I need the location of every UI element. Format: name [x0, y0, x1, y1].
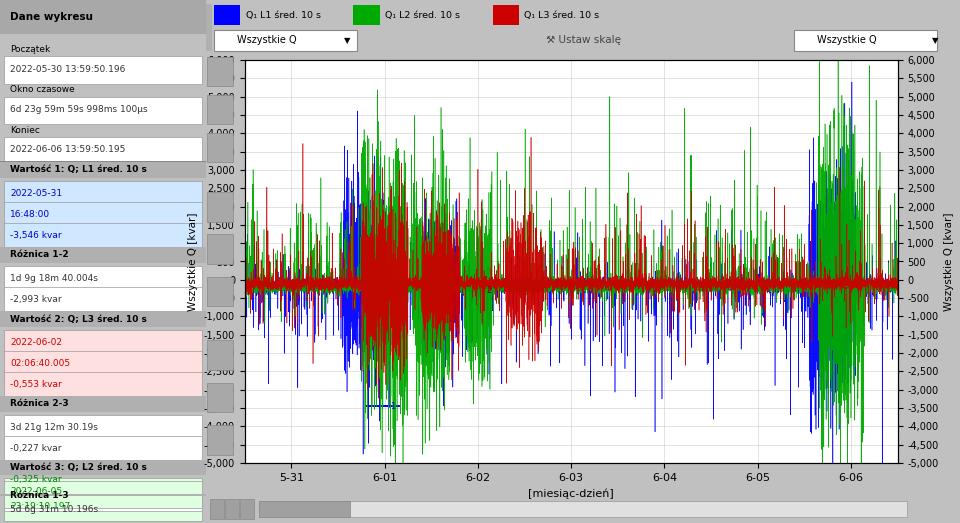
Y-axis label: Wszystkie Q [kvar]: Wszystkie Q [kvar] [945, 212, 954, 311]
Text: Wszystkie Q: Wszystkie Q [236, 35, 297, 45]
Bar [206, 4, 212, 51]
Bar [0, 247, 206, 249]
Y-axis label: Wszystkie Q [kvar]: Wszystkie Q [kvar] [188, 212, 198, 311]
Text: Q₁ L3 śred. 10 s: Q₁ L3 śred. 10 s [524, 11, 600, 20]
Bar [4, 266, 203, 293]
Text: 2022-06-05: 2022-06-05 [11, 486, 62, 496]
Bar [240, 498, 253, 519]
Bar [214, 5, 240, 25]
Text: Dane wykresu: Dane wykresu [11, 12, 93, 22]
Text: -0,325 kvar: -0,325 kvar [11, 474, 62, 484]
Bar [0, 0, 206, 34]
Text: 2: 2 [487, 286, 492, 295]
Bar [0, 396, 206, 412]
Bar [0, 494, 206, 496]
Bar [0, 460, 206, 475]
Bar [4, 372, 203, 399]
Text: ▼: ▼ [345, 36, 350, 44]
Bar [4, 436, 203, 463]
Text: -3,546 kvar: -3,546 kvar [11, 231, 62, 240]
Text: 2022-06-06 13:59:50.195: 2022-06-06 13:59:50.195 [11, 145, 126, 154]
Text: Początek: Początek [11, 45, 51, 54]
Bar [4, 351, 203, 378]
Text: ⚒ Ustaw skalę: ⚒ Ustaw skalę [545, 35, 621, 45]
Bar [207, 192, 232, 222]
Bar [4, 477, 203, 481]
Text: Okno czasowe: Okno czasowe [11, 85, 75, 95]
Text: 1: 1 [391, 402, 396, 411]
Text: -0,553 kvar: -0,553 kvar [11, 380, 62, 389]
Bar [794, 30, 937, 51]
Bar [4, 97, 203, 124]
Bar [0, 460, 206, 462]
Bar [4, 415, 203, 442]
Text: 1d 9g 18m 40.004s: 1d 9g 18m 40.004s [11, 274, 98, 283]
Text: Wartość 1: Q; L1 śred. 10 s: Wartość 1: Q; L1 śred. 10 s [11, 165, 147, 175]
Text: 2022-06-02: 2022-06-02 [11, 338, 62, 347]
Text: 2022-05-30 13:59:50.196: 2022-05-30 13:59:50.196 [11, 64, 126, 74]
Bar [4, 494, 203, 521]
Bar [207, 234, 232, 264]
Bar [207, 95, 232, 124]
Bar [259, 502, 349, 517]
Bar [207, 425, 232, 455]
Bar [0, 311, 206, 313]
Text: 3d 21g 12m 30.19s: 3d 21g 12m 30.19s [11, 423, 98, 432]
Bar [214, 30, 357, 51]
Bar [207, 340, 232, 370]
Text: Wartość 2: Q; L3 śred. 10 s: Wartość 2: Q; L3 śred. 10 s [11, 314, 147, 324]
Text: 2022-05-31: 2022-05-31 [11, 189, 62, 198]
Bar [4, 287, 203, 314]
Bar [207, 277, 232, 306]
Bar [0, 162, 206, 178]
Text: 23:19:10.197: 23:19:10.197 [11, 502, 71, 511]
Bar [4, 181, 203, 208]
Text: Koniec: Koniec [11, 126, 40, 135]
Text: -2,993 kvar: -2,993 kvar [11, 294, 62, 304]
Bar [0, 396, 206, 398]
Text: 16:48:00: 16:48:00 [11, 210, 51, 219]
Bar [207, 383, 232, 412]
Text: 3: 3 [844, 286, 849, 295]
Bar [4, 202, 203, 229]
Text: Q₁ L2 śred. 10 s: Q₁ L2 śred. 10 s [385, 11, 460, 20]
Bar [353, 5, 380, 25]
Bar [207, 133, 232, 163]
Bar [0, 247, 206, 263]
Text: Wszystkie Q: Wszystkie Q [817, 35, 876, 45]
Bar [4, 508, 203, 511]
Bar [4, 479, 203, 506]
Text: Q₁ L1 śred. 10 s: Q₁ L1 śred. 10 s [246, 11, 321, 20]
X-axis label: [miesiąc-dzień]: [miesiąc-dzień] [528, 488, 614, 498]
Text: 02:06:40.005: 02:06:40.005 [11, 359, 70, 368]
Bar [210, 498, 224, 519]
Text: Wartość 3: Q; L2 śred. 10 s: Wartość 3: Q; L2 śred. 10 s [11, 463, 147, 472]
Text: ▼: ▼ [932, 36, 939, 44]
Text: Różnica 2-3: Różnica 2-3 [11, 399, 69, 408]
Bar [492, 5, 519, 25]
Text: 6d 23g 59m 59s 998ms 100μs: 6d 23g 59m 59s 998ms 100μs [11, 105, 148, 114]
Bar [0, 161, 206, 163]
Bar [0, 311, 206, 327]
Bar [259, 502, 907, 517]
Text: Różnica 1-2: Różnica 1-2 [11, 250, 69, 259]
Text: -0,227 kvar: -0,227 kvar [11, 444, 61, 453]
Bar [4, 223, 203, 250]
Bar [226, 498, 239, 519]
Bar [4, 137, 203, 164]
Bar [4, 56, 203, 84]
Text: Różnica 1-3: Różnica 1-3 [11, 491, 69, 500]
Bar [207, 56, 232, 86]
Text: 5d 6g 31m 10.196s: 5d 6g 31m 10.196s [11, 505, 99, 514]
Bar [4, 330, 203, 357]
